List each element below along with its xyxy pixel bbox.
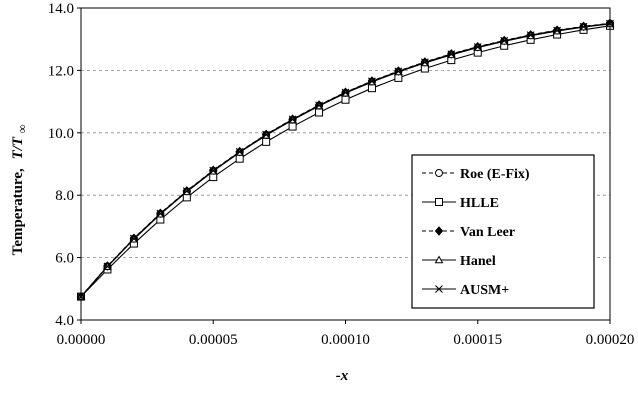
y-tick-label: 8.0 [55, 188, 74, 204]
x-tick-label: 0.00015 [453, 332, 502, 348]
data-point [182, 187, 191, 196]
y-axis-label: Temperature, T/T ∞ [10, 124, 29, 255]
x-tick-label: 0.00020 [586, 332, 635, 348]
data-point [341, 95, 350, 104]
data-point [262, 130, 271, 139]
legend: Roe (E-Fix) HLLE Van Leer Hanel AUSM+ [411, 154, 595, 309]
legend-marker [435, 169, 443, 177]
legend-label: Van Leer [460, 225, 515, 240]
legend-marker [434, 226, 444, 236]
data-point [447, 50, 456, 59]
data-point [130, 234, 138, 243]
y-axis-label-subscript: ∞ [15, 124, 29, 133]
legend-entry: HLLE [422, 196, 499, 211]
data-point [526, 31, 535, 40]
legend-label: AUSM+ [460, 283, 509, 298]
data-point [394, 67, 403, 76]
legend-entry: Roe (E-Fix) [422, 167, 530, 182]
data-point [262, 137, 271, 146]
data-point [156, 209, 165, 218]
legend-label: Roe (E-Fix) [460, 167, 530, 182]
axis-ticks: 4.0 6.0 8.0 10.0 12.0 14.0 0.00000 0.00005 0.000… [48, 1, 635, 348]
y-tick-label: 4.0 [55, 313, 74, 329]
legend-entry: AUSM+ [422, 283, 509, 298]
x-tick-label: 0.00010 [321, 332, 370, 348]
x-tick-label: 0.00000 [57, 332, 106, 348]
y-tick-label: 14.0 [48, 1, 74, 17]
data-point [341, 88, 350, 97]
legend-entry: Van Leer [422, 225, 515, 240]
series-layer [76, 18, 615, 302]
data-point [500, 36, 509, 45]
y-axis-label-main: Temperature, [10, 168, 26, 255]
data-point [473, 43, 482, 51]
legend-marker [435, 285, 443, 293]
legend-label: Hanel [460, 254, 496, 269]
x-axis-label: -x [336, 368, 349, 384]
data-point [288, 122, 297, 131]
data-point [103, 262, 112, 271]
data-point [235, 147, 244, 156]
data-point [553, 26, 561, 35]
data-point [315, 108, 324, 117]
data-point [315, 101, 323, 110]
x-tick-label: 0.00005 [189, 332, 238, 348]
legend-marker [434, 255, 444, 264]
legend-label: HLLE [460, 196, 499, 211]
svg-text:Temperature, T/T ∞: Temperature, T/T ∞ [10, 124, 29, 255]
data-point [420, 58, 429, 67]
y-axis-label-symbol: T/T [10, 136, 26, 159]
y-tick-label: 10.0 [48, 126, 74, 142]
data-point [209, 166, 218, 175]
y-tick-label: 12.0 [48, 63, 74, 79]
data-point [368, 77, 376, 86]
data-point [288, 115, 297, 124]
data-point [579, 22, 588, 31]
legend-entry: Hanel [422, 254, 496, 269]
legend-marker [435, 198, 443, 206]
y-tick-label: 6.0 [55, 251, 74, 267]
